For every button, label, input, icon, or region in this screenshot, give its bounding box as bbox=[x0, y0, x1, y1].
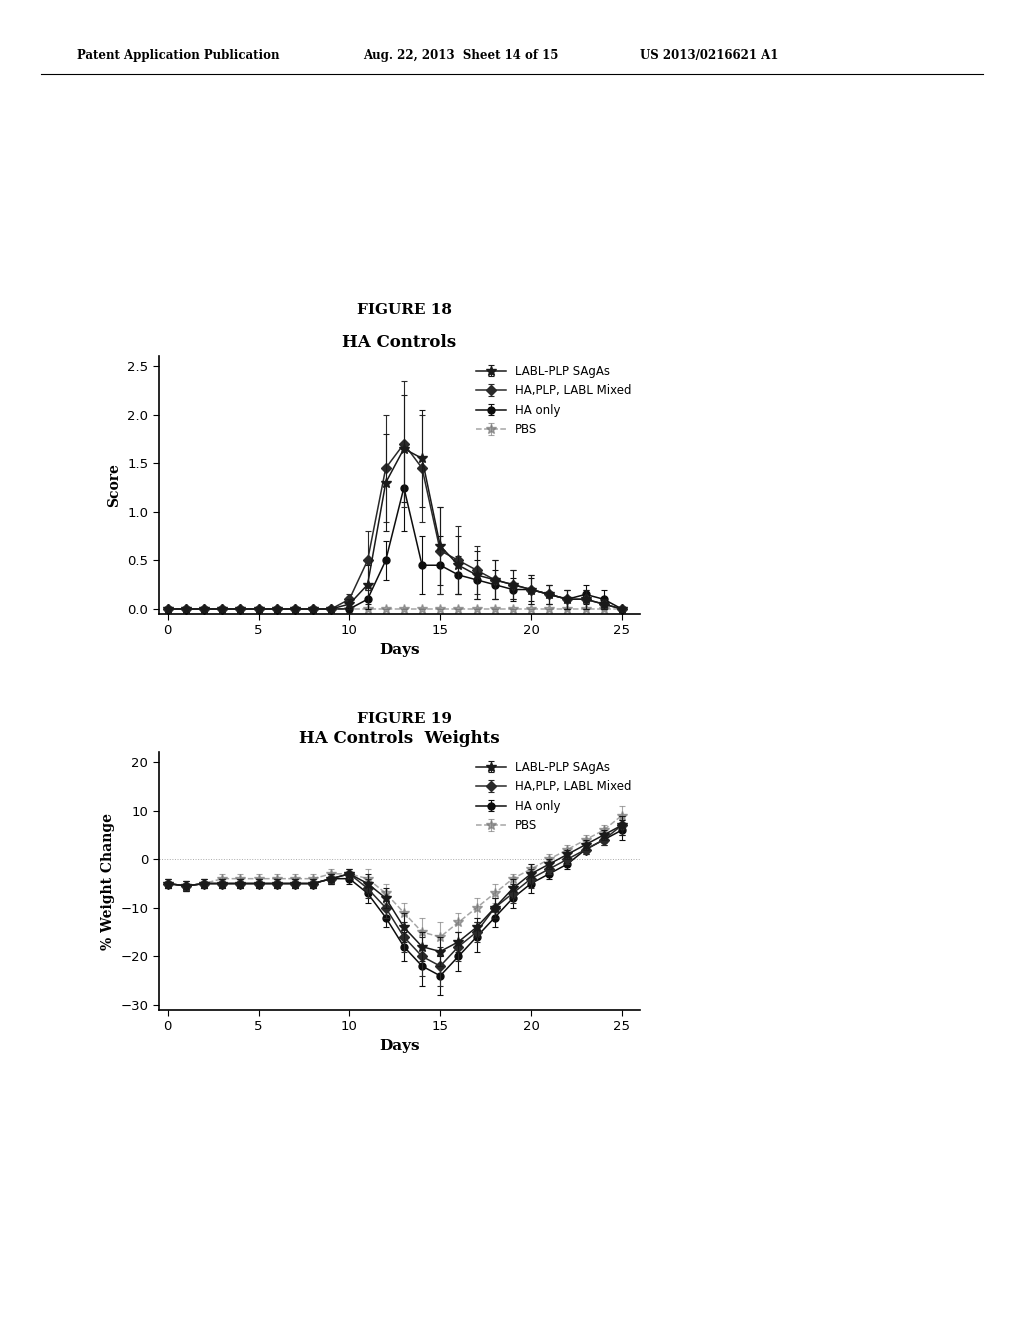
Text: Patent Application Publication: Patent Application Publication bbox=[77, 49, 280, 62]
Text: FIGURE 18: FIGURE 18 bbox=[357, 304, 452, 317]
Title: HA Controls: HA Controls bbox=[342, 334, 457, 351]
X-axis label: Days: Days bbox=[379, 643, 420, 657]
Y-axis label: Score: Score bbox=[108, 463, 122, 507]
Y-axis label: % Weight Change: % Weight Change bbox=[100, 813, 115, 949]
X-axis label: Days: Days bbox=[379, 1039, 420, 1053]
Legend: LABL-PLP SAgAs, HA,PLP, LABL Mixed, HA only, PBS: LABL-PLP SAgAs, HA,PLP, LABL Mixed, HA o… bbox=[474, 362, 634, 438]
Legend: LABL-PLP SAgAs, HA,PLP, LABL Mixed, HA only, PBS: LABL-PLP SAgAs, HA,PLP, LABL Mixed, HA o… bbox=[474, 758, 634, 834]
Title: HA Controls  Weights: HA Controls Weights bbox=[299, 730, 500, 747]
Text: US 2013/0216621 A1: US 2013/0216621 A1 bbox=[640, 49, 778, 62]
Text: FIGURE 19: FIGURE 19 bbox=[357, 713, 452, 726]
Text: Aug. 22, 2013  Sheet 14 of 15: Aug. 22, 2013 Sheet 14 of 15 bbox=[364, 49, 559, 62]
